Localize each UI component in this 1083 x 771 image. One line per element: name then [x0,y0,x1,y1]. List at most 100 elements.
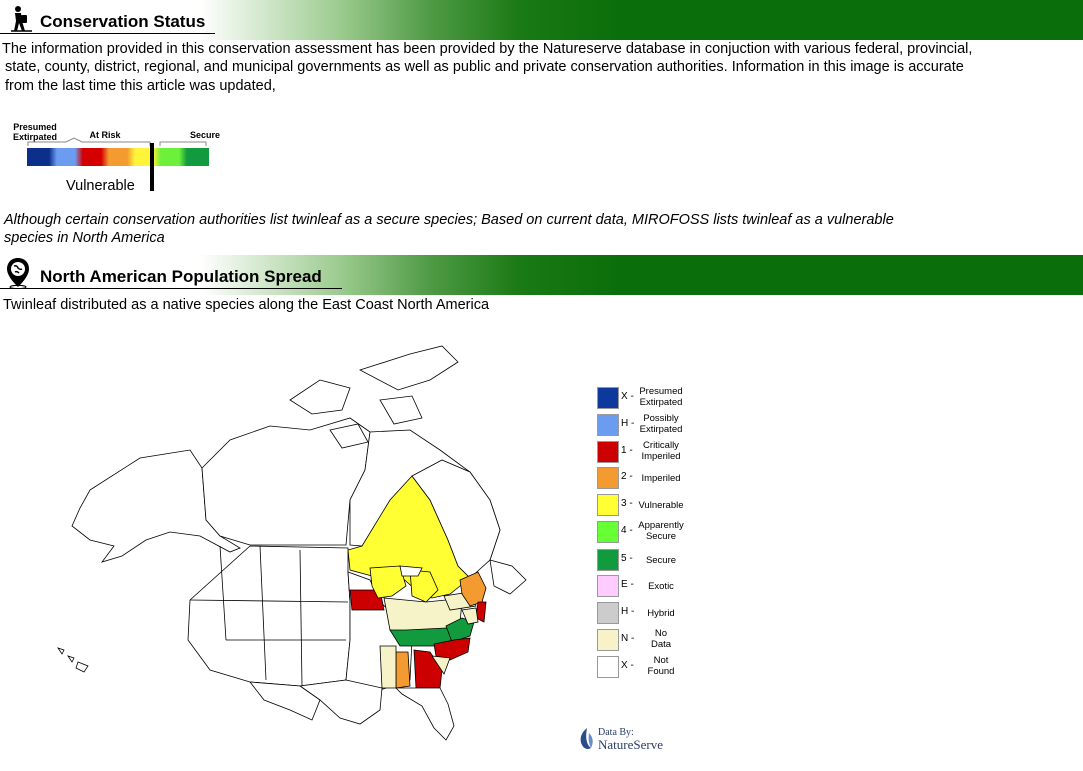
legend-label-line: Vulnerable [638,500,684,511]
legend-swatch [597,467,619,489]
legend-label-line: Secure [645,555,677,566]
map-region-michigan [409,569,439,603]
legend-label-line: Extirpated [639,424,683,435]
map-region-maryland [461,607,479,625]
legend-item: N - No Data [597,628,697,651]
map-region-virginia [445,617,475,643]
scale-brackets [27,137,207,146]
scale-label-secure: Secure [189,130,221,140]
legend-code: 3 - [621,498,633,509]
legend-item: 1 - Critically Imperiled [597,440,697,463]
legend-item: H - Hybrid [597,602,697,624]
legend-swatch [597,575,619,597]
legend-label-line: No [654,628,668,639]
legend-label-line: Apparently [638,520,684,531]
population-description: Twinleaf distributed as a native species… [3,297,490,313]
legend-item: 3 - Vulnerable [597,494,697,516]
legend-code: 1 - [621,445,633,456]
credit-line-2: NatureServe [598,737,663,752]
natureserve-credit: Data By: NatureServe [578,725,688,755]
legend-swatch [597,602,619,624]
legend-swatch [597,414,619,436]
legend-code: N - [621,633,635,644]
legend-swatch [597,629,619,651]
paragraph-line: from the last time this article was upda… [5,78,276,94]
conservation-title-underline [0,33,215,34]
conservation-status-title: Conservation Status [40,12,206,31]
map-region-hawaii [57,647,89,673]
map-region-great-lakes-water [399,565,423,577]
status-scale-bar [27,148,209,166]
scale-label-at-risk: At Risk [89,130,121,140]
hiker-icon [6,5,34,33]
legend-label: Hybrid [635,608,687,619]
legend-label: Critically Imperiled [635,440,687,462]
legend-label-line: Imperiled [641,451,681,462]
natureserve-logo-icon [580,728,593,749]
legend-label-line: Data [650,639,672,650]
population-spread-title: North American Population Spread [40,267,322,286]
map-region-alabama [395,651,411,689]
legend-item: E - Exotic [597,575,697,597]
map-region-iowa [349,589,385,611]
legend-code: X - [621,660,634,671]
legend-item: 2 - Imperiled [597,467,697,489]
legend-item: 4 - Apparently Secure [597,520,697,543]
legend-code: E - [621,579,634,590]
legend-label-line: Found [647,666,675,677]
legend-label: Exotic [635,581,687,592]
legend-code: 2 - [621,471,633,482]
legend-item: 5 - Secure [597,549,697,571]
legend-item: X - Presumed Extirpated [597,386,697,409]
note-line: species in North America [4,230,165,246]
legend-swatch [597,549,619,571]
legend-label: Vulnerable [635,500,687,511]
legend-label-line: Possibly [643,413,679,424]
legend-label: Apparently Secure [635,520,687,542]
map-region-us-west [187,545,351,687]
legend-item: X - Not Found [597,655,697,678]
legend-label-line: Imperiled [641,473,681,484]
legend-swatch [597,494,619,516]
legend-item: H - Possibly Extirpated [597,413,697,436]
legend-code: 5 - [621,553,633,564]
legend-label: Presumed Extirpated [635,386,687,408]
location-pin-icon [5,257,31,290]
credit-line-1: Data By: [598,727,634,738]
legend-label-line: Secure [645,531,677,542]
legend-label-line: Hybrid [647,608,675,619]
note-line: Although certain conservation authoritie… [4,212,894,228]
map-region-texas [298,679,383,725]
legend-label-line: Not [653,655,669,666]
status-marker-label: Vulnerable [66,178,135,194]
paragraph-line: The information provided in this conserv… [2,41,973,57]
legend-code: H - [621,418,635,429]
north-america-map [57,345,527,741]
legend-swatch [597,656,619,678]
map-region-mexico [249,681,321,721]
legend-swatch [597,441,619,463]
paragraph-line: state, county, district, regional, and m… [5,59,964,75]
legend-label: Not Found [635,655,687,677]
status-marker [150,143,154,191]
map-region-mississippi [379,645,397,689]
legend-label-line: Critically [643,440,679,451]
map-region-alaska [71,449,241,563]
map-region-canada-arctic [289,345,459,449]
legend-code: X - [621,391,634,402]
legend-swatch [597,387,619,409]
legend-code: 4 - [621,525,633,536]
map-region-north-carolina [433,637,471,661]
map-region-atlantic [489,559,527,595]
legend-code: H - [621,606,635,617]
legend-label-line: Exotic [648,581,674,592]
legend-label: Possibly Extirpated [635,413,687,435]
map-region-florida [395,687,455,741]
legend-swatch [597,521,619,543]
population-title-underline [0,288,342,289]
map-region-south-carolina [431,655,451,675]
legend-label-line: Extirpated [639,397,683,408]
legend-label: Secure [635,555,687,566]
legend-label: Imperiled [635,473,687,484]
scale-label-presumed: Presumed Extirpated [12,122,57,142]
